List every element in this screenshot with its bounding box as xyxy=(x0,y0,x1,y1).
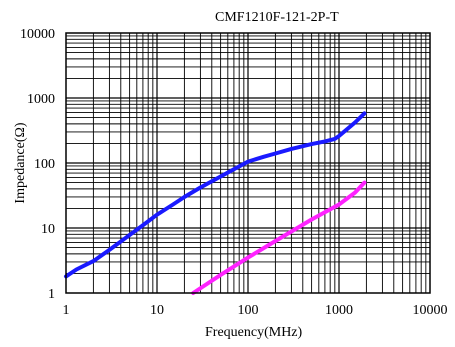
tick-labels: 1 10 100 1000 10000 1 10 100 1000 10000 xyxy=(20,27,448,318)
y-tick-label: 100 xyxy=(34,157,55,172)
series-line-2 xyxy=(191,180,367,295)
x-tick-label: 1 xyxy=(63,303,70,318)
grid xyxy=(66,33,430,293)
x-tick-label: 10 xyxy=(150,303,164,318)
series-line-1 xyxy=(64,111,367,279)
x-tick-label: 1000 xyxy=(325,303,353,318)
y-tick-label: 10 xyxy=(41,222,55,237)
y-tick-label: 1 xyxy=(48,287,55,302)
x-axis-label: Frequency(MHz) xyxy=(205,325,303,340)
y-tick-label: 1000 xyxy=(27,92,55,107)
y-axis-label: Impedance(Ω) xyxy=(13,122,28,203)
x-tick-label: 10000 xyxy=(413,303,448,318)
plot-frame xyxy=(65,32,431,294)
y-tick-label: 10000 xyxy=(20,27,55,42)
chart-title: CMF1210F-121-2P-T xyxy=(215,10,339,25)
series-group xyxy=(64,111,367,295)
x-tick-label: 100 xyxy=(238,303,259,318)
